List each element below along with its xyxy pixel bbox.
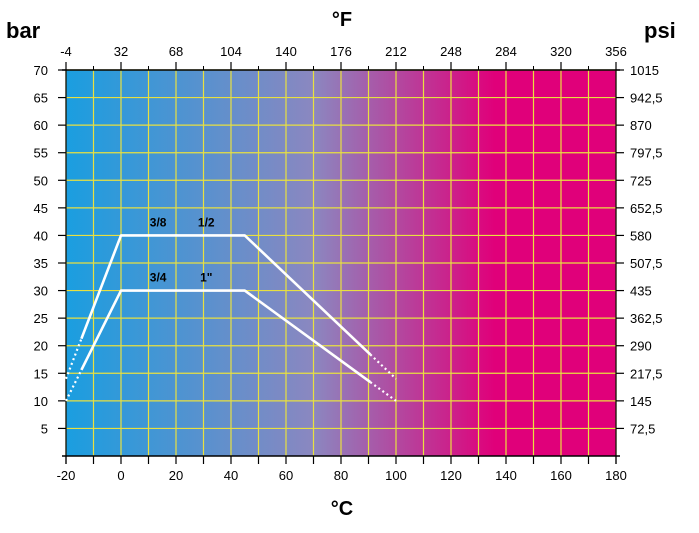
x2-tick-label: 68 [169, 44, 183, 59]
x-tick-label: 140 [495, 468, 517, 483]
y-tick-label: 15 [34, 366, 48, 381]
y-tick-label: 25 [34, 311, 48, 326]
y-tick-label: 65 [34, 91, 48, 106]
y-tick-label: 45 [34, 201, 48, 216]
series-1-dotted-start [64, 338, 83, 380]
y2-tick-label: 725 [630, 173, 652, 188]
y-tick-label: 5 [41, 421, 48, 436]
x-tick-label: 40 [224, 468, 238, 483]
x2-axis-title: °F [332, 9, 352, 31]
x-tick-label: 120 [440, 468, 462, 483]
y2-tick-label: 942,5 [630, 91, 663, 106]
series-2-dotted-end [369, 381, 397, 402]
series-1-label-right: 1/2 [198, 215, 215, 229]
x2-tick-label: 104 [220, 44, 242, 59]
x-tick-label: 0 [117, 468, 124, 483]
y2-tick-label: 507,5 [630, 256, 663, 271]
x-tick-label: 20 [169, 468, 183, 483]
x-tick-label: 180 [605, 468, 627, 483]
y2-tick-label: 1015 [630, 63, 659, 78]
y-tick-label: 10 [34, 394, 48, 409]
y2-tick-label: 797,5 [630, 146, 663, 161]
series-2-line [80, 289, 372, 384]
y-tick-label: 50 [34, 173, 48, 188]
x2-tick-label: 356 [605, 44, 627, 59]
series-2-label-left: 3/4 [150, 271, 167, 285]
y2-tick-label: 580 [630, 228, 652, 243]
y2-tick-label: 870 [630, 118, 652, 133]
y2-tick-label: 217,5 [630, 366, 663, 381]
x-tick-label: 100 [385, 468, 407, 483]
series-layer [64, 234, 397, 402]
labels-layer: -20 0 20 40 60 80 100 120 140 160 180 -4 32 68 104 140 1… [34, 44, 663, 483]
y2-tick-label: 435 [630, 284, 652, 299]
x2-tick-label: 320 [550, 44, 572, 59]
x2-tick-label: 248 [440, 44, 462, 59]
x-tick-label: 60 [279, 468, 293, 483]
x2-tick-label: 284 [495, 44, 517, 59]
x-tick-label: 80 [334, 468, 348, 483]
x-axis-title: °C [331, 498, 353, 520]
y-tick-label: 30 [34, 284, 48, 299]
x2-tick-label: -4 [60, 44, 72, 59]
x2-tick-label: 140 [275, 44, 297, 59]
y-axis-unit-label: bar [6, 18, 41, 43]
y-tick-label: 55 [34, 146, 48, 161]
y2-tick-label: 145 [630, 394, 652, 409]
y-tick-label: 70 [34, 63, 48, 78]
y-tick-label: 20 [34, 339, 48, 354]
y-tick-label: 35 [34, 256, 48, 271]
y2-tick-label: 290 [630, 339, 652, 354]
series-2-label-right: 1" [200, 271, 212, 285]
tick-marks [58, 62, 624, 464]
y2-tick-label: 652,5 [630, 201, 663, 216]
x2-tick-label: 176 [330, 44, 352, 59]
y-tick-label: 60 [34, 118, 48, 133]
series-2-dotted-start [65, 369, 83, 402]
x2-tick-label: 212 [385, 44, 407, 59]
series-1-label-left: 3/8 [150, 215, 167, 229]
series-1-line [80, 234, 372, 356]
series-1-dotted-end [369, 353, 397, 380]
x2-tick-label: 32 [114, 44, 128, 59]
y2-axis-unit-label: psi [644, 18, 676, 43]
grid [65, 69, 617, 456]
y2-tick-label: 362,5 [630, 311, 663, 326]
y2-tick-label: 72,5 [630, 421, 655, 436]
x-tick-label: -20 [57, 468, 76, 483]
x-tick-label: 160 [550, 468, 572, 483]
y-tick-label: 40 [34, 228, 48, 243]
